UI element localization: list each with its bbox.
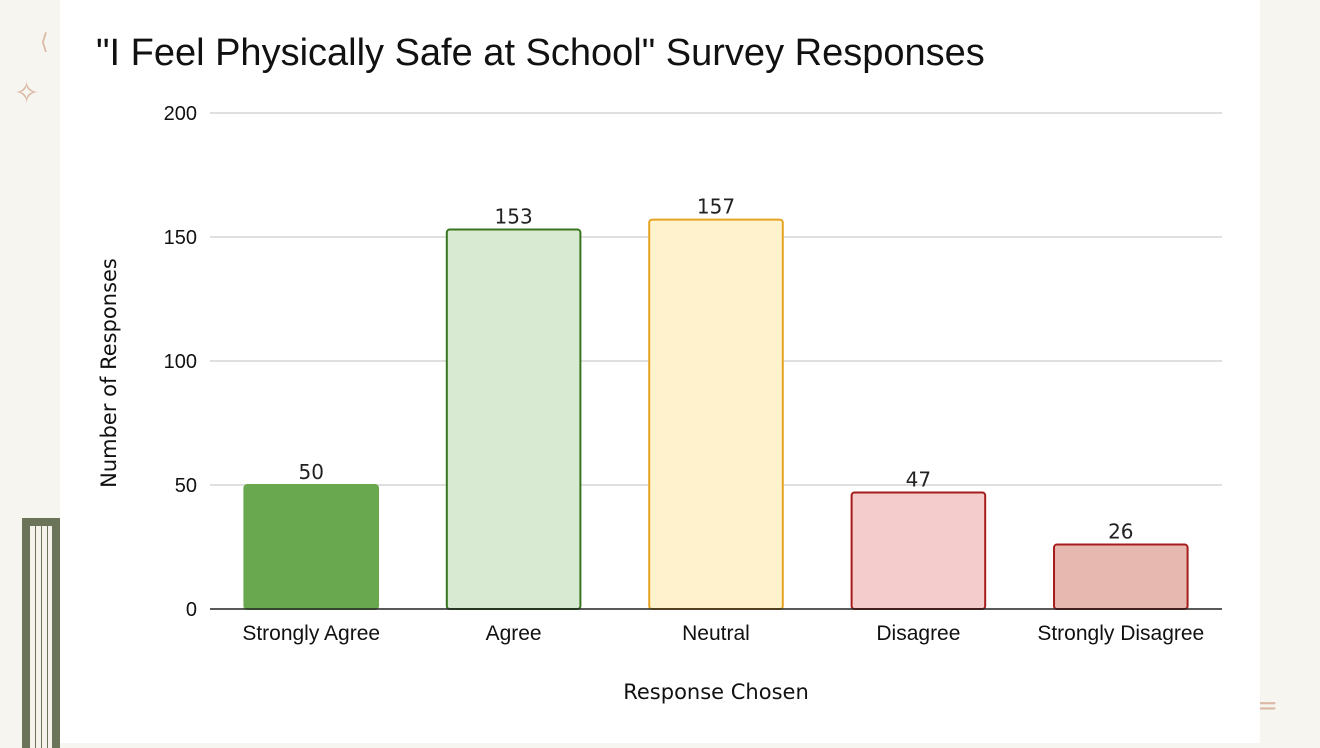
category-label: Neutral	[682, 622, 750, 645]
category-label: Agree	[486, 622, 542, 645]
y-axis-ticks: 0 50 100 150 200	[164, 103, 197, 621]
category-label: Strongly Disagree	[1037, 622, 1204, 645]
bar	[445, 228, 582, 610]
y-axis-title: Number of Responses	[97, 258, 121, 488]
bar	[850, 491, 987, 610]
y-tick-label: 100	[164, 351, 197, 373]
category-label: Strongly Agree	[242, 622, 380, 645]
y-tick-label: 0	[186, 599, 197, 621]
bar	[648, 218, 784, 610]
value-label: 47	[906, 467, 931, 491]
category-labels: Strongly Agree Agree Neutral Disagree Strong…	[242, 622, 1204, 645]
bar	[243, 484, 379, 610]
chart-card: "I Feel Physically Safe at School" Surve…	[60, 0, 1260, 743]
value-label: 157	[697, 195, 735, 219]
pillar-decoration	[22, 518, 60, 748]
value-label: 26	[1108, 520, 1133, 544]
sparkle-icon: ✧	[14, 76, 40, 111]
y-tick-label: 150	[164, 227, 197, 249]
value-label: 153	[495, 205, 533, 229]
value-labels: 50 153 157 47 26	[298, 195, 1133, 544]
bar	[1053, 543, 1189, 611]
category-label: Disagree	[876, 622, 960, 645]
y-tick-label: 50	[175, 475, 197, 497]
y-tick-label: 200	[164, 103, 197, 125]
chart-title: "I Feel Physically Safe at School" Surve…	[96, 32, 985, 74]
x-axis-title: Response Chosen	[623, 680, 809, 704]
bars	[243, 218, 1189, 611]
value-label: 50	[298, 460, 323, 484]
bar-chart: 0 50 100 150 200 50 153 157 47 26 Strongly Agree…	[97, 103, 1222, 704]
sparkle-decoration: ⟨	[40, 30, 49, 55]
